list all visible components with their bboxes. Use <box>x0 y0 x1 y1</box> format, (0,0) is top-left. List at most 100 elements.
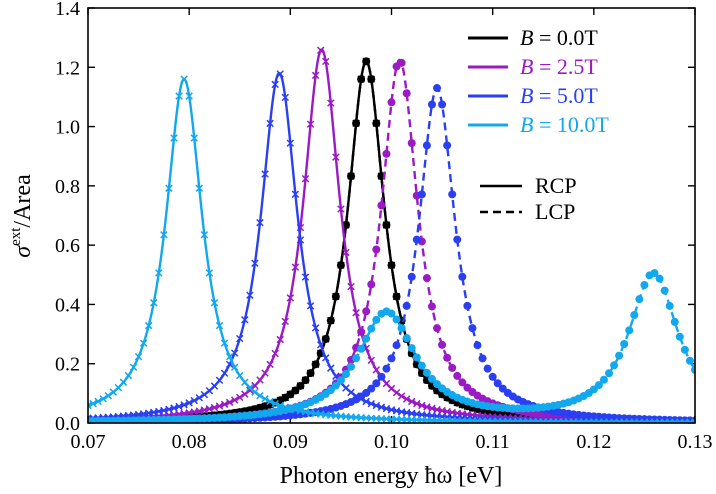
rcp-marker <box>195 394 204 402</box>
lcp-marker <box>438 100 447 109</box>
lcp-marker <box>387 98 396 107</box>
rcp-marker <box>210 299 219 307</box>
lcp-marker <box>448 363 457 372</box>
rcp-marker <box>230 363 239 371</box>
rcp-marker <box>327 364 335 372</box>
rcp-marker <box>180 401 188 409</box>
lcp-marker <box>625 326 634 335</box>
legend-pol-label: RCP <box>535 173 577 198</box>
lcp-marker <box>321 335 330 344</box>
rcp-marker <box>423 403 431 411</box>
rcp-marker <box>200 231 209 239</box>
rcp-marker <box>155 269 163 277</box>
lcp-marker <box>433 324 442 333</box>
rcp-marker <box>377 403 386 411</box>
rcp-marker <box>316 341 325 349</box>
legend-field-value: = 10.0T <box>533 112 609 137</box>
legend-label: B = 0.0T <box>520 25 598 50</box>
rcp-marker <box>251 259 259 268</box>
lcp-marker <box>331 381 340 390</box>
lcp-marker <box>640 280 649 289</box>
rcp-marker <box>165 184 173 192</box>
rcp-marker <box>276 335 284 344</box>
rcp-marker <box>291 190 300 198</box>
lcp-marker <box>691 365 695 374</box>
lcp-marker <box>615 351 624 360</box>
rcp-marker <box>266 397 274 406</box>
rcp-marker <box>195 184 204 192</box>
rcp-marker <box>286 139 295 147</box>
rcp-marker <box>306 120 315 128</box>
lcp-marker <box>680 345 689 354</box>
lcp-marker <box>630 311 639 320</box>
lcp-marker <box>665 301 674 310</box>
axis-ticks: 0.07 0.08 0.09 0.10 0.11 0.12 0.13 0.0 0.2 0.4 0.6… <box>55 0 713 453</box>
lcp-marker <box>412 353 421 362</box>
y-axis-title: σext/Area <box>8 174 36 258</box>
rcp-marker <box>256 392 264 400</box>
rcp-marker <box>160 231 168 239</box>
rcp-marker <box>150 299 158 307</box>
rcp-marker <box>367 399 375 408</box>
lcp-marker <box>417 361 426 370</box>
lcp-marker <box>357 344 366 353</box>
rcp-marker <box>408 397 416 406</box>
rcp-marker <box>144 321 153 330</box>
rcp-marker <box>367 356 375 365</box>
rcp-marker <box>332 153 340 161</box>
lcp-marker <box>347 362 356 371</box>
legend-field: B = 0.0TB = 2.5TB = 5.0TB = 10.0T <box>468 25 609 137</box>
lcp-marker <box>357 327 366 336</box>
rcp-marker <box>347 388 355 397</box>
rcp-marker <box>251 381 259 390</box>
rcp-marker <box>230 349 239 357</box>
rcp-marker <box>251 388 259 396</box>
lcp-marker <box>372 315 381 324</box>
lcp-marker <box>407 272 416 281</box>
lcp-marker <box>331 292 340 301</box>
rcp-marker <box>220 369 229 377</box>
lcp-marker <box>448 190 457 199</box>
rcp-marker <box>89 399 97 408</box>
lcp-marker <box>488 372 497 381</box>
y-tick-label: 1.4 <box>55 0 80 20</box>
rcp-marker <box>362 397 370 406</box>
rcp-marker <box>413 399 421 408</box>
rcp-marker <box>220 400 229 409</box>
rcp-marker <box>261 395 269 403</box>
rcp-marker <box>94 397 102 406</box>
x-tick-label: 0.08 <box>172 431 207 453</box>
y-tick-label: 1.2 <box>55 57 80 79</box>
rcp-marker <box>129 363 138 371</box>
rcp-marker <box>691 418 695 423</box>
x-tick-label: 0.13 <box>678 431 713 453</box>
lcp-marker <box>306 369 315 378</box>
lcp-marker <box>650 269 659 278</box>
y-tick-label: 0.2 <box>55 354 80 376</box>
rcp-marker <box>185 92 193 100</box>
lcp-marker <box>367 384 376 393</box>
lcp-marker <box>352 354 361 363</box>
rcp-marker <box>185 399 193 407</box>
lcp-marker <box>453 235 462 244</box>
rcp-marker <box>119 378 128 386</box>
rcp-marker <box>205 269 214 277</box>
lcp-marker <box>655 274 664 283</box>
lcp-marker <box>352 119 361 128</box>
lcp-marker <box>458 378 467 387</box>
rcp-marker <box>347 282 355 291</box>
legend-field-symbol: B <box>520 25 533 50</box>
rcp-marker <box>281 93 290 102</box>
lcp-marker <box>402 301 411 310</box>
lcp-marker <box>392 315 401 324</box>
lcp-marker <box>407 139 416 148</box>
legend-field-symbol: B <box>520 83 533 108</box>
rcp-marker <box>337 205 345 213</box>
rcp-marker <box>241 390 249 398</box>
rcp-marker <box>210 382 219 390</box>
lcp-marker <box>635 295 644 304</box>
y-tick-label: 0.8 <box>55 176 80 198</box>
rcp-marker <box>256 218 264 227</box>
lcp-marker <box>362 57 371 66</box>
rcp-marker <box>256 376 264 384</box>
